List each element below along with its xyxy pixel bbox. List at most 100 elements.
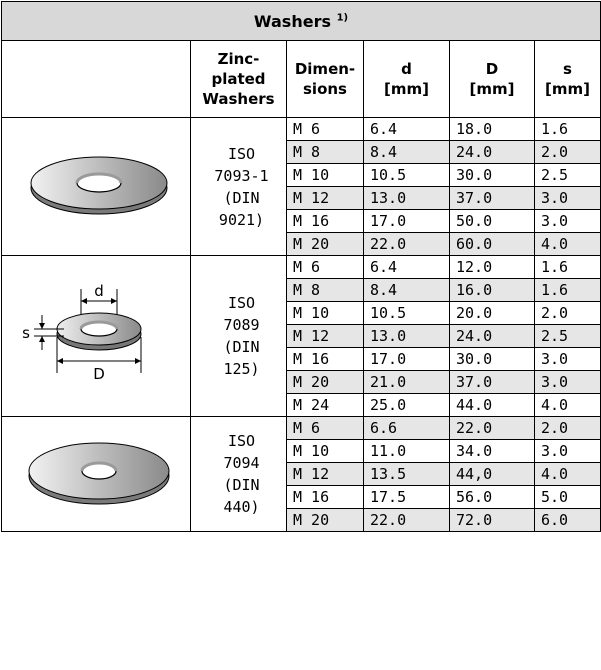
- cell-d: 17.0: [363, 209, 450, 233]
- cell-D: 34.0: [449, 439, 535, 463]
- table-row: M 8 8.4 16.0 1.6: [2, 278, 601, 302]
- cell-s: 2.0: [533, 140, 601, 164]
- cell-size: M 10: [286, 163, 364, 187]
- cell-D: 24.0: [449, 324, 535, 348]
- cell-s: 4.0: [533, 462, 601, 486]
- cell-D: 18.0: [449, 117, 535, 141]
- cell-D: 44.0: [449, 393, 535, 417]
- cell-d: 13.5: [363, 462, 450, 486]
- cell-size: M 6: [286, 416, 364, 440]
- table-row: M 16 17.0 50.0 3.0: [2, 209, 601, 233]
- standard-line: 7093-1: [214, 166, 269, 185]
- standard-line: ISO: [227, 144, 256, 163]
- washer-image-cell: [1, 117, 191, 256]
- cell-d: 6.4: [363, 117, 450, 141]
- cell-d: 6.6: [363, 416, 450, 440]
- cell-D: 16.0: [449, 278, 535, 302]
- cell-s: 3.0: [533, 370, 601, 394]
- cell-D: 37.0: [449, 186, 535, 210]
- standard-line: 440): [223, 498, 260, 516]
- cell-D: 72.0: [449, 508, 535, 532]
- header-type: Zinc- plated Washers: [190, 40, 287, 118]
- standard-line: 7094: [223, 454, 260, 472]
- cell-size: M 8: [286, 140, 364, 164]
- dim-label-s: s: [22, 324, 30, 342]
- cell-size: M 24: [286, 393, 364, 417]
- standard-cell: ISO 7093-1 (DIN 9021): [190, 117, 287, 256]
- cell-s: 3.0: [533, 347, 601, 371]
- cell-size: M 10: [286, 439, 364, 463]
- table-body: ISO 7093-1 (DIN 9021) M 6 6.4 18.0 1.6 M 8 8.4 24.…: [1, 117, 601, 532]
- cell-s: 2.5: [533, 324, 601, 348]
- cell-D: 24.0: [449, 140, 535, 164]
- cell-D: 30.0: [449, 347, 535, 371]
- cell-s: 1.6: [533, 117, 601, 141]
- cell-size: M 12: [286, 462, 364, 486]
- cell-s: 2.0: [533, 301, 601, 325]
- standard-line: 7089: [223, 316, 260, 334]
- table-row: ISO 7093-1 (DIN 9021) M 6 6.4 18.0 1.6: [1, 117, 601, 256]
- table-row: M 10 11.0 34.0 3.0: [2, 439, 601, 463]
- cell-s: 1.6: [533, 278, 601, 302]
- standard-line: ISO: [227, 294, 256, 312]
- table-row: M 16 17.0 30.0 3.0: [2, 347, 601, 371]
- cell-D: 20.0: [449, 301, 535, 325]
- cell-s: 3.0: [533, 439, 601, 463]
- cell-d: 10.5: [363, 163, 450, 187]
- cell-d: 22.0: [363, 508, 450, 532]
- flat-washer-icon: [30, 156, 168, 214]
- washer-image-cell: [1, 416, 191, 532]
- washers-table: Washers 1) Zinc- plated Washers Dimen- s…: [0, 1, 601, 532]
- header-dimensions: Dimen- sions: [286, 40, 364, 118]
- cell-size: M 16: [286, 485, 364, 509]
- cell-size: M 12: [286, 186, 364, 210]
- cell-d: 10.5: [363, 301, 450, 325]
- cell-s: 2.0: [533, 416, 601, 440]
- cell-size: M 16: [286, 347, 364, 371]
- standard-line: 9021): [218, 210, 265, 229]
- dimensioned-washer-diagram: d s D: [22, 282, 142, 383]
- header-s: s [mm]: [533, 40, 601, 118]
- cell-D: 56.0: [449, 485, 535, 509]
- cell-D: 37.0: [449, 370, 535, 394]
- standard-cell: ISO 7094 (DIN 440): [190, 416, 287, 532]
- standard-line: (DIN: [223, 476, 260, 494]
- table-row: d s D ISO 7089 (DIN 125) M 6 6.4 12.0 1.6: [1, 255, 601, 417]
- cell-D: 22.0: [449, 416, 535, 440]
- table-title: Washers 1): [0, 1, 601, 41]
- cell-d: 17.5: [363, 485, 450, 509]
- cell-size: M 8: [286, 278, 364, 302]
- standard-cell: ISO 7089 (DIN 125): [190, 255, 287, 417]
- cell-d: 25.0: [363, 393, 450, 417]
- dim-label-D: D: [93, 365, 105, 383]
- table-row: M 12 13.0 24.0 2.5: [2, 324, 601, 348]
- cell-d: 8.4: [363, 140, 450, 164]
- table-title-text: Washers: [253, 11, 331, 31]
- cell-D: 30.0: [449, 163, 535, 187]
- cell-d: 13.0: [363, 186, 450, 210]
- cell-D: 12.0: [449, 255, 535, 279]
- cell-s: 5.0: [533, 485, 601, 509]
- cell-D: 60.0: [449, 232, 535, 256]
- header-d: d [mm]: [363, 40, 450, 118]
- cell-d: 6.4: [363, 255, 450, 279]
- cell-d: 13.0: [363, 324, 450, 348]
- cell-s: 1.6: [533, 255, 601, 279]
- cell-d: 8.4: [363, 278, 450, 302]
- table-row: M 20 22.0 60.0 4.0: [2, 232, 601, 256]
- cell-s: 3.0: [533, 209, 601, 233]
- cell-D: 44,0: [449, 462, 535, 486]
- cell-size: M 16: [286, 209, 364, 233]
- table-row: M 20 22.0 72.0 6.0: [2, 508, 601, 532]
- header-D: D [mm]: [449, 40, 535, 118]
- standard-line: (DIN: [223, 338, 260, 356]
- standard-line: ISO: [227, 432, 256, 450]
- cell-D: 50.0: [449, 209, 535, 233]
- cell-s: 6.0: [533, 508, 601, 532]
- table-row: M 10 10.5 30.0 2.5: [2, 163, 601, 187]
- cell-size: M 20: [286, 370, 364, 394]
- cell-s: 3.0: [533, 186, 601, 210]
- cell-size: M 20: [286, 232, 364, 256]
- cell-size: M 10: [286, 301, 364, 325]
